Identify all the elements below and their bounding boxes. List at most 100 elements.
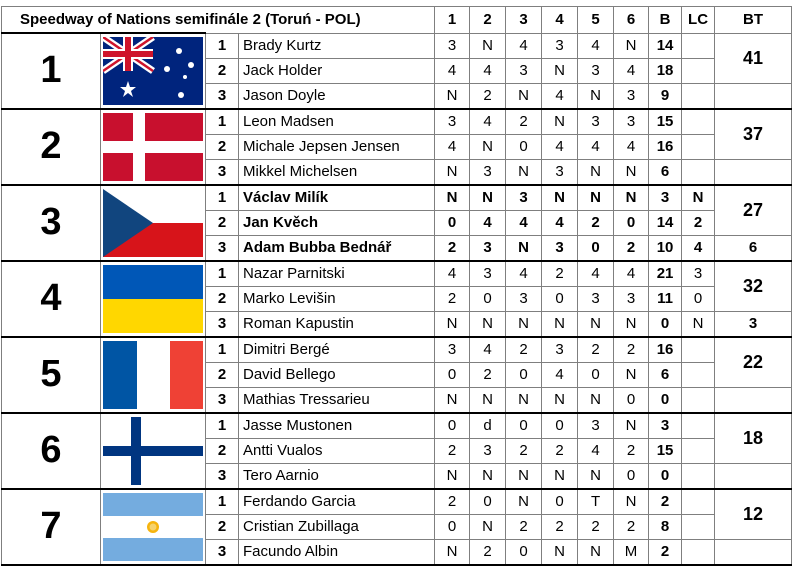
header-heat-1: 1: [434, 6, 471, 34]
rider-points: 15: [648, 108, 683, 135]
rider-lc: [681, 412, 716, 439]
table-row: 3 Mikkel Michelsen N 3 N 3 N N 6: [2, 158, 793, 186]
heat-2-score: 4: [469, 57, 507, 84]
rider-name: Cristian Zubillaga: [237, 513, 436, 540]
heat-1-score: 4: [434, 260, 471, 287]
heat-4-score: N: [541, 108, 579, 135]
team-total: 32: [714, 260, 793, 312]
team-total: 18: [714, 412, 793, 464]
rider-lc: [681, 32, 716, 59]
heat-3-score: N: [505, 488, 543, 515]
heat-2-score: d: [469, 412, 507, 439]
heat-2-score: 2: [469, 82, 507, 110]
rider-lc: [681, 361, 716, 388]
rider-points: 14: [648, 32, 683, 59]
rider-bt: [714, 386, 793, 414]
heat-4-score: N: [541, 184, 579, 211]
table-row: 2 Marko Levišin 2 0 3 0 3 3 11 0: [2, 285, 792, 312]
heat-3-score: 0: [505, 412, 543, 439]
heat-2-score: 0: [469, 488, 507, 515]
heat-5-score: 0: [577, 361, 615, 388]
table-row: 3 Mathias Tressarieu N N N N N 0 0: [2, 386, 793, 414]
heat-2-score: 3: [469, 234, 507, 262]
heat-1-score: 2: [434, 488, 471, 515]
heat-3-score: 2: [505, 108, 543, 135]
heat-6-score: 3: [613, 82, 650, 110]
ukraine-flag: [100, 259, 206, 338]
heat-3-score: N: [505, 310, 543, 338]
rider-lc: N: [681, 310, 716, 338]
rider-name: Jan Kvěch: [237, 209, 436, 236]
table-row: 2 David Bellego 0 2 0 4 0 N 6: [2, 361, 792, 388]
team-place: 3: [1, 183, 101, 262]
heat-5-score: N: [577, 184, 615, 211]
results-table: Speedway of Nations semifinále 2 (Toruń …: [0, 6, 793, 566]
rider-lc: [681, 488, 716, 515]
team-place: 7: [1, 487, 101, 566]
rider-name: Mathias Tressarieu: [237, 386, 436, 414]
rider-position: 1: [205, 260, 239, 287]
rider-position: 2: [205, 133, 239, 160]
rider-points: 0: [648, 310, 683, 338]
heat-2-score: 4: [469, 108, 507, 135]
rider-position: 3: [205, 82, 239, 110]
heat-4-score: 4: [541, 361, 579, 388]
rider-points: 6: [648, 361, 683, 388]
table-row: 3 Facundo Albin N 2 0 N N M 2: [2, 538, 793, 566]
heat-4-score: N: [541, 310, 579, 338]
table-row: 7 1 Ferdando Garcia 2 0 N 0 T N 2 12: [1, 487, 793, 566]
rider-position: 2: [205, 513, 239, 540]
rider-position: 1: [205, 184, 239, 211]
heat-4-score: N: [541, 386, 579, 414]
heat-3-score: N: [505, 158, 543, 186]
rider-points: 18: [648, 57, 683, 84]
heat-5-score: 3: [577, 285, 615, 312]
heat-3-score: N: [505, 386, 543, 414]
rider-bt: 3: [714, 310, 793, 338]
heat-2-score: 3: [469, 158, 507, 186]
heat-6-score: 0: [613, 386, 650, 414]
heat-6-score: N: [613, 361, 650, 388]
rider-points: 3: [648, 412, 683, 439]
heat-2-score: N: [469, 462, 507, 490]
team-total: 27: [714, 184, 793, 236]
rider-bt: [714, 82, 793, 110]
rider-name: Jason Doyle: [237, 82, 436, 110]
heat-4-score: 0: [541, 412, 579, 439]
table-row: 2 Jack Holder 4 4 3 N 3 4 18: [2, 57, 792, 84]
rider-bt: [714, 462, 793, 490]
heat-2-score: N: [469, 184, 507, 211]
rider-position: 2: [205, 57, 239, 84]
rider-points: 6: [648, 158, 683, 186]
heat-6-score: N: [613, 32, 650, 59]
rider-lc: [681, 437, 716, 464]
table-row: 2 Jan Kvěch 0 4 4 4 2 0 14 2: [2, 209, 792, 236]
rider-name: Ferdando Garcia: [237, 488, 436, 515]
rider-position: 2: [205, 361, 239, 388]
rider-name: Brady Kurtz: [237, 32, 436, 59]
rider-position: 1: [205, 412, 239, 439]
heat-6-score: 4: [613, 260, 650, 287]
table-row: 5 1 Dimitri Bergé 3 4 2 3 2 2 16 22: [1, 335, 793, 414]
heat-5-score: N: [577, 462, 615, 490]
rider-points: 16: [648, 133, 683, 160]
heat-1-score: 4: [434, 57, 471, 84]
rider-points: 2: [648, 488, 683, 515]
rider-lc: [681, 82, 716, 110]
rider-lc: [681, 158, 716, 186]
heat-4-score: 2: [541, 260, 579, 287]
rider-points: 2: [648, 538, 683, 566]
table-title: Speedway of Nations semifinále 2 (Toruń …: [0, 6, 436, 34]
rider-lc: [681, 386, 716, 414]
rider-name: Václav Milík: [237, 184, 436, 211]
heat-1-score: N: [434, 184, 471, 211]
heat-4-score: 3: [541, 158, 579, 186]
rider-position: 3: [205, 386, 239, 414]
heat-4-score: 3: [541, 32, 579, 59]
rider-lc: 4: [681, 234, 716, 262]
heat-4-score: N: [541, 538, 579, 566]
heat-6-score: 2: [613, 336, 650, 363]
header-lc: LC: [681, 6, 716, 34]
heat-2-score: N: [469, 133, 507, 160]
rider-position: 2: [205, 285, 239, 312]
